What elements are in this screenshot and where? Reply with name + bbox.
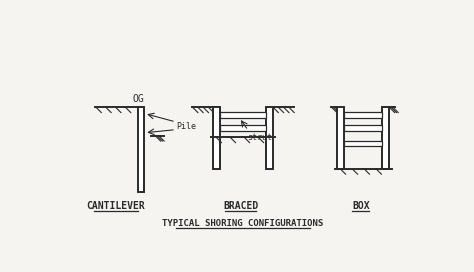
Bar [383,107,389,169]
Bar [344,141,383,146]
Text: Pile: Pile [177,122,197,131]
Text: CANTILEVER: CANTILEVER [86,201,145,211]
Bar [213,107,220,169]
Bar [344,112,383,118]
Text: BRACED: BRACED [223,201,258,211]
Text: strut: strut [247,133,272,142]
Bar [138,107,145,192]
Bar [337,107,344,169]
Text: BOX: BOX [352,201,370,211]
Bar [344,125,383,131]
Text: TYPICAL SHORING CONFIGURATIONS: TYPICAL SHORING CONFIGURATIONS [162,219,324,228]
Bar [220,112,265,118]
Bar [265,107,273,169]
Text: OG: OG [132,94,144,104]
Bar [220,125,265,131]
